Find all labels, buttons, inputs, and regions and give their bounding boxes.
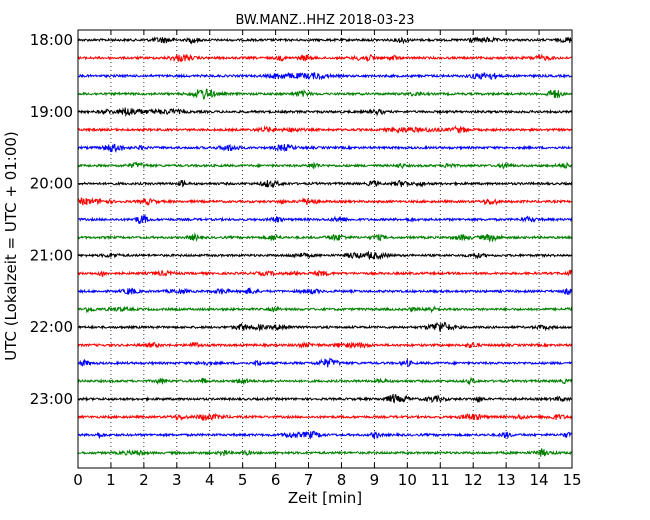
x-axis-label: Zeit [min]	[288, 489, 362, 507]
trace-1900	[77, 107, 573, 118]
trace-2200	[77, 321, 573, 332]
trace-2145	[77, 304, 573, 314]
y-tick-label-1: 19:00	[30, 103, 73, 121]
trace-2215	[77, 341, 573, 350]
grid-lines	[110, 30, 540, 468]
x-tick-label-5: 5	[238, 471, 248, 489]
trace-2115	[77, 269, 573, 278]
trace-2100	[77, 250, 573, 261]
x-tick-label-13: 13	[497, 471, 516, 489]
trace-1915	[77, 125, 573, 134]
x-tick-label-9: 9	[370, 471, 380, 489]
x-tick-label-4: 4	[205, 471, 215, 489]
trace-1830	[77, 71, 573, 81]
trace-2300	[77, 393, 573, 404]
trace-1845	[77, 88, 573, 100]
x-tick-label-1: 1	[106, 471, 116, 489]
y-tick-label-3: 21:00	[30, 246, 73, 264]
trace-2045	[77, 232, 573, 243]
x-tick-label-3: 3	[172, 471, 182, 489]
y-axis-ticks: 18:00 19:00 20:00 21:00 22:00 23:00	[30, 31, 572, 408]
x-tick-label-10: 10	[398, 471, 417, 489]
y-tick-label-0: 18:00	[30, 31, 73, 49]
trace-2315	[77, 412, 573, 422]
x-tick-label-8: 8	[337, 471, 347, 489]
trace-2000	[77, 179, 573, 189]
x-tick-label-12: 12	[464, 471, 483, 489]
trace-2230	[77, 357, 573, 368]
trace-1800	[77, 36, 573, 45]
y-tick-label-5: 23:00	[30, 390, 73, 408]
chart-title: BW.MANZ..HHZ 2018-03-23	[235, 13, 414, 28]
trace-2130	[77, 287, 573, 296]
trace-1930	[77, 143, 573, 154]
trace-1945	[77, 161, 573, 170]
trace-2245	[77, 376, 573, 386]
y-axis-label: UTC (Lokalzeit = UTC + 01:00)	[2, 131, 20, 361]
y-tick-label-2: 20:00	[30, 175, 73, 193]
trace-2330	[77, 430, 573, 440]
trace-2030	[77, 213, 573, 224]
x-tick-label-2: 2	[139, 471, 149, 489]
x-tick-label-14: 14	[530, 471, 549, 489]
x-axis-ticks: 0 1 2 3 4 5 6 7 8 9 10 11 12 13 14 15	[73, 30, 582, 489]
x-tick-label-15: 15	[562, 471, 581, 489]
x-tick-label-11: 11	[431, 471, 450, 489]
y-tick-label-4: 22:00	[30, 318, 73, 336]
plot-frame	[77, 29, 573, 469]
trace-group	[77, 36, 573, 457]
trace-1815	[77, 53, 573, 63]
x-tick-label-7: 7	[304, 471, 314, 489]
trace-2345	[77, 448, 573, 457]
trace-2015	[77, 197, 573, 206]
x-tick-label-6: 6	[271, 471, 281, 489]
x-tick-label-0: 0	[73, 471, 83, 489]
